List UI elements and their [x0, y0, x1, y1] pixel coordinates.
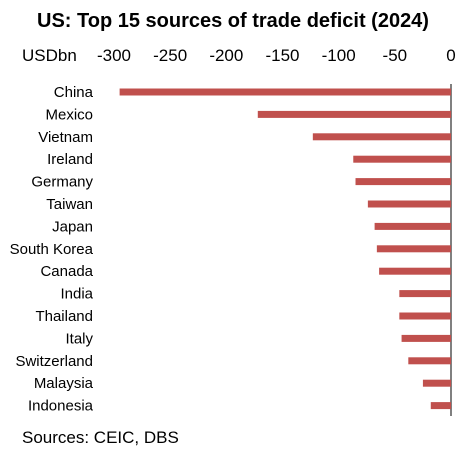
bar [355, 178, 451, 186]
bar [430, 402, 451, 410]
x-tick-label: -300 [97, 46, 131, 65]
bars [119, 88, 451, 410]
source-note: Sources: CEIC, DBS [22, 428, 179, 447]
category-label: South Korea [10, 241, 94, 258]
bar [119, 88, 451, 96]
x-axis-ticks: -300 -250 -200 -150 -100 -50 0 [97, 46, 456, 65]
bar [353, 155, 451, 163]
category-label: Taiwan [46, 196, 93, 213]
x-tick-label: -50 [383, 46, 408, 65]
bar [422, 379, 451, 387]
x-tick-label: -200 [209, 46, 243, 65]
bar [379, 267, 451, 275]
bar [376, 245, 451, 253]
category-label: Mexico [45, 106, 93, 123]
x-tick-label: -250 [153, 46, 187, 65]
bar [399, 312, 451, 320]
bar [408, 357, 451, 365]
category-label: Germany [31, 174, 93, 191]
category-label: India [60, 286, 93, 303]
category-label: Vietnam [38, 129, 93, 146]
category-label: Italy [65, 330, 93, 347]
category-labels: China Mexico Vietnam Ireland Germany Taiwan Ja… [10, 84, 94, 415]
x-tick-label: 0 [446, 46, 455, 65]
bar [367, 200, 451, 208]
category-label: Ireland [47, 151, 93, 168]
category-label: Japan [52, 218, 93, 235]
category-label: Malaysia [34, 375, 94, 392]
x-tick-label: -150 [265, 46, 299, 65]
x-tick-label: -100 [322, 46, 356, 65]
category-label: Thailand [35, 308, 93, 325]
bar [312, 133, 451, 141]
bar [374, 222, 451, 230]
category-label: Switzerland [15, 353, 93, 370]
chart-title: US: Top 15 sources of trade deficit (202… [37, 10, 429, 32]
category-label: Canada [40, 263, 93, 280]
bar [257, 110, 451, 118]
category-label: China [54, 84, 94, 101]
bar [401, 334, 451, 342]
bar [399, 290, 451, 298]
unit-label: USDbn [22, 46, 77, 65]
category-label: Indonesia [28, 398, 94, 415]
